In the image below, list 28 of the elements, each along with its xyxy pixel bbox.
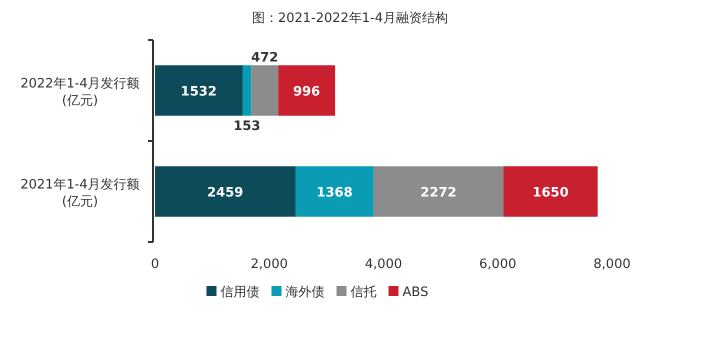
y-tick-label: 2022年1-4月发行额 (亿元) [20, 76, 140, 108]
bar [155, 166, 296, 217]
data-label: 2459 [207, 186, 244, 200]
bar [242, 65, 252, 116]
data-label: 153 [233, 118, 260, 134]
data-label: 2272 [420, 186, 457, 200]
chart-title: 图：2021-2022年1-4月融资结构 [252, 11, 448, 26]
bar [278, 65, 336, 116]
legend-label: ABS [402, 285, 428, 300]
data-label: 1532 [180, 84, 217, 100]
x-tick-label: 4,000 [364, 257, 402, 272]
x-tick-label: 6,000 [479, 257, 516, 272]
x-tick-label: 8,000 [593, 257, 631, 272]
bar [155, 65, 243, 116]
bar [503, 166, 598, 217]
legend-label: 信用债 [220, 285, 260, 300]
x-tick-label: 2,000 [250, 257, 288, 272]
data-label: 1650 [532, 186, 569, 200]
data-label: 996 [293, 84, 320, 100]
x-tick-label: 0 [150, 257, 160, 272]
data-label: 1368 [316, 186, 353, 200]
bar [374, 166, 504, 217]
bar [295, 166, 374, 217]
data-label: 472 [251, 50, 278, 66]
bar [251, 65, 278, 116]
y-tick-label: 2021年1-4月发行额 (亿元) [20, 178, 140, 210]
legend-label: 海外债 [286, 285, 324, 300]
legend-label: 信托 [350, 285, 376, 300]
